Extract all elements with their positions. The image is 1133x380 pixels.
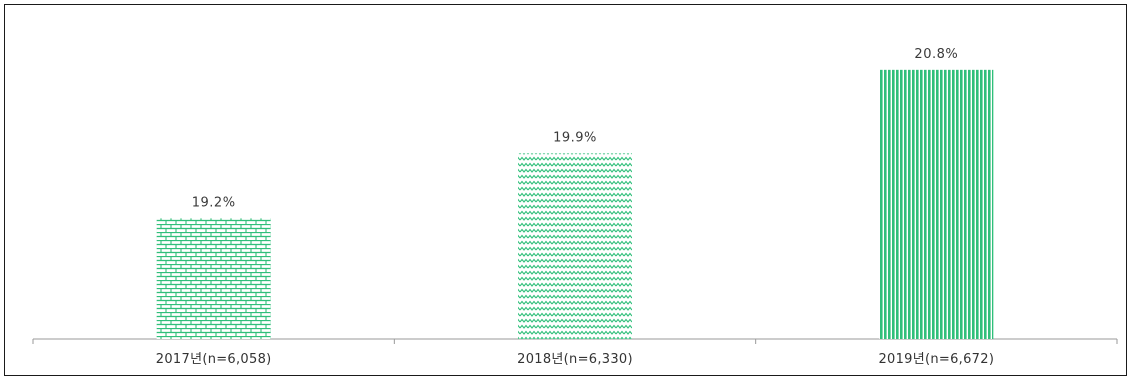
- data-label-3: 20.8%: [914, 47, 958, 62]
- bar-3: [879, 69, 994, 339]
- x-tick-label-1: 2017년(n=6,058): [156, 352, 272, 367]
- data-label-2: 19.9%: [553, 130, 597, 145]
- data-label-1: 19.2%: [192, 195, 236, 210]
- x-tick-label-2: 2018년(n=6,330): [517, 352, 633, 367]
- bar-1: [156, 218, 271, 339]
- x-tick-label-3: 2019년(n=6,672): [878, 352, 994, 367]
- bar-2: [518, 153, 632, 339]
